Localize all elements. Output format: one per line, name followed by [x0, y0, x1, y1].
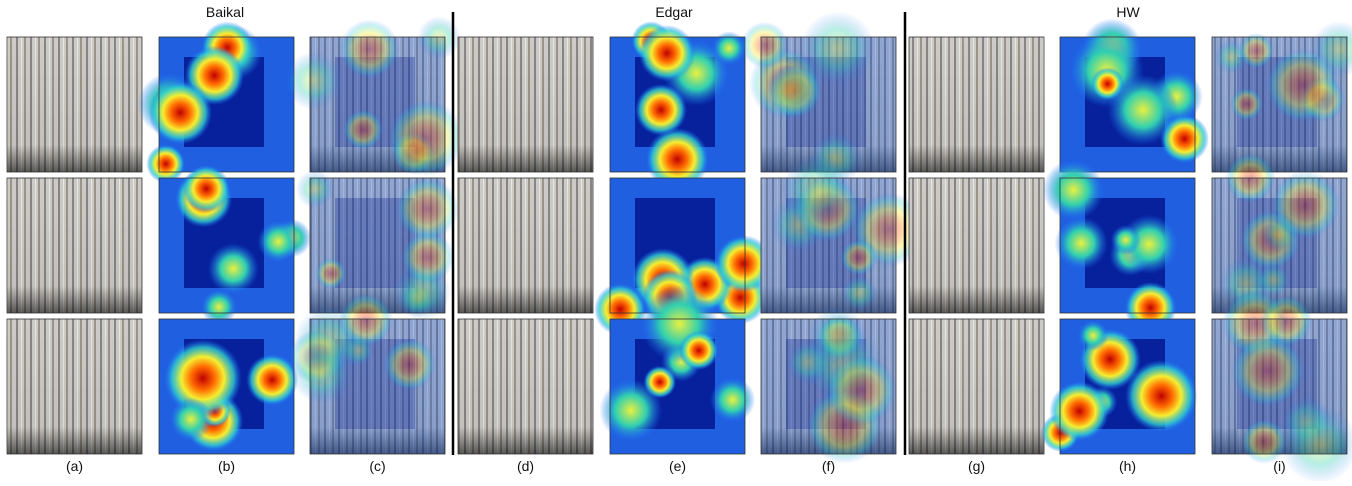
heatmap-blob [396, 178, 459, 241]
heatmap-blob [169, 398, 212, 441]
heatmap-blob [1078, 320, 1109, 351]
heatmap-blob [766, 65, 816, 115]
heatmap-blob [1043, 159, 1104, 220]
image-cell [909, 37, 1044, 172]
heatmap-blob [639, 25, 695, 81]
heatmap-blob [257, 221, 299, 263]
heatmap-blob [1231, 334, 1304, 407]
heatmap-blob [1049, 381, 1109, 441]
image-cell [1212, 153, 1347, 313]
image-cell [7, 178, 142, 313]
image-cell [1212, 21, 1352, 172]
micrograph-shade [458, 37, 593, 172]
heatmap-blob [296, 170, 334, 208]
heatmap-blob [712, 31, 746, 65]
group-title: Edgar [655, 4, 693, 20]
heatmap-blob [394, 263, 451, 320]
heatmap-blob [1230, 88, 1263, 121]
micrograph-shade [7, 178, 142, 313]
heatmap-blob [599, 379, 662, 442]
group-title: Baikal [206, 4, 244, 20]
heatmap-blob [1108, 75, 1179, 146]
image-cell [761, 307, 897, 464]
micrograph-shade [7, 37, 142, 172]
heatmap-blob [339, 293, 393, 347]
heatmap-blob [146, 144, 185, 183]
heatmap-blob [1265, 48, 1340, 123]
heatmap-blob [383, 338, 436, 391]
heatmap-blob [741, 22, 788, 69]
column-label: (c) [369, 458, 385, 474]
heatmap-blob [208, 243, 259, 294]
heatmap-blob [841, 275, 877, 311]
heatmap-blob [149, 81, 213, 145]
column-label: (i) [1273, 458, 1285, 474]
column-label: (a) [66, 458, 83, 474]
micrograph-shade [458, 319, 593, 454]
image-cell [1212, 290, 1352, 481]
column-label: (h) [1119, 458, 1136, 474]
heatmap-blob [340, 19, 399, 78]
image-cell [1060, 19, 1209, 172]
image-cell [7, 37, 142, 172]
heatmap-blob [710, 377, 755, 422]
image-cell [610, 21, 746, 191]
image-cell [159, 165, 311, 325]
image-cell [458, 178, 593, 313]
image-cell [7, 319, 142, 454]
image-cell [458, 37, 593, 172]
heatmap-blob [782, 155, 852, 225]
heatmap-blob [315, 258, 346, 289]
heatmap-blob [1111, 225, 1141, 255]
micrograph-shade [909, 178, 1044, 313]
image-cell [1041, 319, 1197, 454]
column-label: (b) [218, 458, 235, 474]
micrograph-shade [7, 319, 142, 454]
image-cell [159, 319, 298, 454]
heatmap-blob [679, 331, 718, 370]
column-label: (e) [669, 458, 686, 474]
heatmap-blob [182, 165, 230, 213]
heatmap-blob [1238, 33, 1274, 69]
column-label: (d) [517, 458, 534, 474]
column-label: (g) [968, 458, 985, 474]
column-label: (f) [822, 458, 835, 474]
heatmap-blob [343, 109, 384, 150]
figure: Baikal Edgar HW (a) (b) (c) (d) (e) (f) (g) (h) (i) [0, 0, 1352, 481]
micrograph-shade [458, 178, 593, 313]
heatmap-blob [417, 16, 460, 59]
heatmap-blob [284, 52, 342, 110]
image-cell [458, 319, 593, 454]
group-title: HW [1116, 4, 1140, 20]
image-cell [138, 22, 294, 184]
heatmap-blob [1271, 171, 1340, 240]
heatmap-blob [826, 355, 897, 426]
image-cell [909, 178, 1044, 313]
micrograph-shade [909, 319, 1044, 454]
image-cell [1043, 159, 1195, 333]
micrograph-shade [909, 37, 1044, 172]
heatmap-blob [291, 343, 352, 404]
heatmap-blob [840, 239, 877, 276]
image-cell [909, 319, 1044, 454]
image-cell [761, 155, 926, 313]
heatmap-blob [1055, 217, 1108, 270]
image-cell [284, 16, 464, 176]
